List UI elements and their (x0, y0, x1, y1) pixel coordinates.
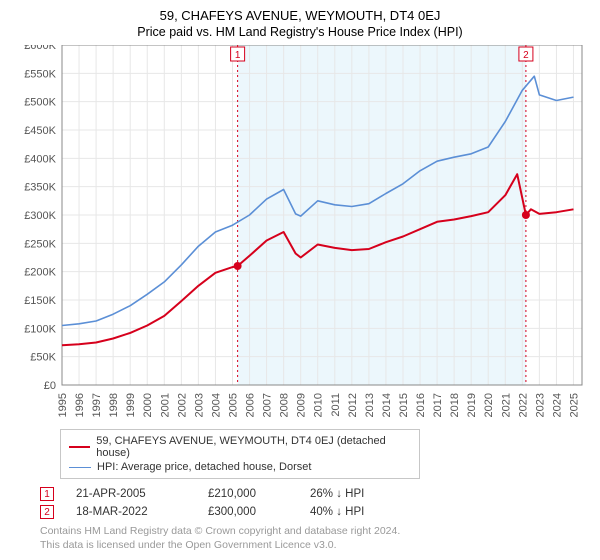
sale-marker-number: 1 (235, 50, 241, 61)
sale-price: £210,000 (208, 488, 288, 500)
sale-hpi-diff: 40% ↓ HPI (310, 506, 430, 518)
x-tick-label: 1995 (57, 393, 69, 417)
legend-label: HPI: Average price, detached house, Dors… (97, 461, 311, 473)
x-tick-label: 2016 (415, 393, 427, 417)
y-tick-label: £100K (24, 323, 56, 335)
x-tick-label: 2010 (313, 393, 325, 417)
x-tick-label: 2002 (176, 393, 188, 417)
x-tick-label: 2014 (381, 393, 393, 417)
x-tick-label: 1997 (91, 393, 103, 417)
y-tick-label: £350K (24, 182, 56, 194)
footer-line: Contains HM Land Registry data © Crown c… (40, 525, 588, 539)
sale-row: 2 18-MAR-2022 £300,000 40% ↓ HPI (40, 503, 588, 521)
sale-number-badge: 1 (40, 487, 54, 501)
y-tick-label: £50K (30, 352, 56, 364)
sale-marker-number: 2 (523, 50, 529, 61)
x-tick-label: 2024 (551, 393, 563, 417)
y-tick-label: £300K (24, 210, 56, 222)
x-tick-label: 2007 (262, 393, 274, 417)
y-tick-label: £400K (24, 153, 56, 165)
x-tick-label: 2015 (398, 393, 410, 417)
x-tick-label: 1998 (108, 393, 120, 417)
legend-swatch (69, 467, 91, 468)
footer-line: This data is licensed under the Open Gov… (40, 539, 588, 553)
y-tick-label: £550K (24, 68, 56, 80)
sale-date: 21-APR-2005 (76, 488, 186, 500)
x-tick-label: 2023 (534, 393, 546, 417)
price-chart: £0 £50K £100K £150K £200K £250K £300K £350K £400… (12, 45, 588, 425)
x-tick-label: 2020 (483, 393, 495, 417)
x-tick-label: 2012 (347, 393, 359, 417)
x-tick-label: 2011 (330, 393, 342, 417)
x-tick-label: 2025 (568, 393, 580, 417)
sale-number-badge: 2 (40, 505, 54, 519)
x-tick-label: 2006 (245, 393, 257, 417)
x-tick-label: 2005 (227, 393, 239, 417)
sale-date: 18-MAR-2022 (76, 506, 186, 518)
chart-legend: 59, CHAFEYS AVENUE, WEYMOUTH, DT4 0EJ (d… (60, 429, 420, 479)
x-tick-label: 2019 (466, 393, 478, 417)
page-title: 59, CHAFEYS AVENUE, WEYMOUTH, DT4 0EJ (12, 8, 588, 23)
legend-swatch (69, 446, 90, 448)
x-tick-label: 2004 (210, 393, 222, 417)
x-tick-label: 2008 (279, 393, 291, 417)
data-attribution: Contains HM Land Registry data © Crown c… (40, 525, 588, 552)
sale-price: £300,000 (208, 506, 288, 518)
x-tick-label: 2001 (159, 393, 171, 417)
y-tick-label: £150K (24, 295, 56, 307)
legend-label: 59, CHAFEYS AVENUE, WEYMOUTH, DT4 0EJ (d… (96, 435, 411, 459)
legend-item: 59, CHAFEYS AVENUE, WEYMOUTH, DT4 0EJ (d… (69, 434, 411, 460)
x-tick-label: 1996 (74, 393, 86, 417)
y-tick-label: £500K (24, 97, 56, 109)
y-tick-label: £200K (24, 267, 56, 279)
page-subtitle: Price paid vs. HM Land Registry's House … (12, 25, 588, 39)
sale-row: 1 21-APR-2005 £210,000 26% ↓ HPI (40, 485, 588, 503)
y-tick-label: £600K (24, 45, 56, 52)
x-tick-label: 1999 (125, 393, 137, 417)
sales-table: 1 21-APR-2005 £210,000 26% ↓ HPI 2 18-MAR-202… (40, 485, 588, 521)
y-tick-label: £450K (24, 125, 56, 137)
x-tick-label: 2003 (193, 393, 205, 417)
y-tick-label: £0 (44, 380, 56, 392)
x-tick-label: 2018 (449, 393, 461, 417)
y-tick-label: £250K (24, 238, 56, 250)
x-tick-label: 2017 (432, 393, 444, 417)
x-tick-label: 2021 (500, 393, 512, 417)
legend-item: HPI: Average price, detached house, Dors… (69, 460, 411, 474)
sale-hpi-diff: 26% ↓ HPI (310, 488, 430, 500)
x-tick-label: 2000 (142, 393, 154, 417)
x-tick-label: 2009 (296, 393, 308, 417)
x-tick-label: 2022 (517, 393, 529, 417)
x-tick-label: 2013 (364, 393, 376, 417)
